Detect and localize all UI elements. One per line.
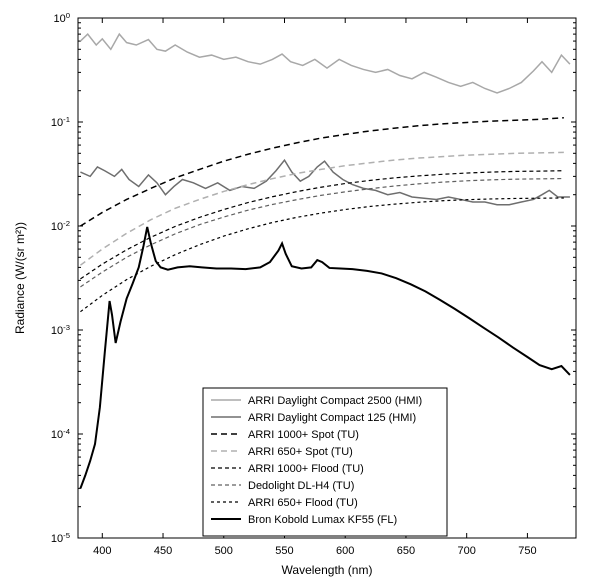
legend-label: ARRI Daylight Compact 125 (HMI) (248, 412, 416, 424)
y-tick-label: 10-4 (51, 427, 71, 442)
legend-label: Bron Kobold Lumax KF55 (FL) (248, 514, 397, 526)
x-tick-label: 450 (154, 545, 172, 557)
legend-label: ARRI Daylight Compact 2500 (HMI) (248, 395, 422, 407)
legend-label: ARRI 650+ Flood (TU) (248, 497, 358, 509)
series-dedolight_dlh4 (80, 179, 563, 287)
x-tick-label: 500 (215, 545, 233, 557)
radiance-chart: 400 450 500 550 600 650 700 750 10-5 10-4 10-3 10-2… (0, 0, 600, 584)
y-tick-label: 10-2 (51, 219, 70, 234)
x-tick-label: 600 (336, 545, 354, 557)
y-axis-label: Radiance (W/(sr m²)) (13, 222, 27, 334)
series-arri_daylight_125 (80, 160, 570, 205)
legend-label: Dedolight DL-H4 (TU) (248, 480, 354, 492)
x-tick-label: 400 (93, 545, 111, 557)
x-tick-label: 700 (458, 545, 476, 557)
x-tick-label: 750 (518, 545, 536, 557)
series-arri_650_flood (80, 198, 563, 312)
x-tick-label: 650 (397, 545, 415, 557)
legend-label: ARRI 650+ Spot (TU) (248, 446, 353, 458)
x-axis-label: Wavelength (nm) (282, 563, 373, 577)
chart-svg: 400 450 500 550 600 650 700 750 10-5 10-4 10-3 10-2… (0, 0, 600, 584)
legend-label: ARRI 1000+ Spot (TU) (248, 429, 359, 441)
y-tick-label: 10-5 (51, 531, 70, 546)
y-tick-label: 100 (53, 11, 70, 26)
legend-label: ARRI 1000+ Flood (TU) (248, 463, 364, 475)
y-tick-label: 10-1 (51, 115, 70, 130)
y-tick-label: 10-3 (51, 323, 70, 338)
series-arri_daylight_2500 (80, 34, 570, 93)
x-tick-label: 550 (275, 545, 293, 557)
